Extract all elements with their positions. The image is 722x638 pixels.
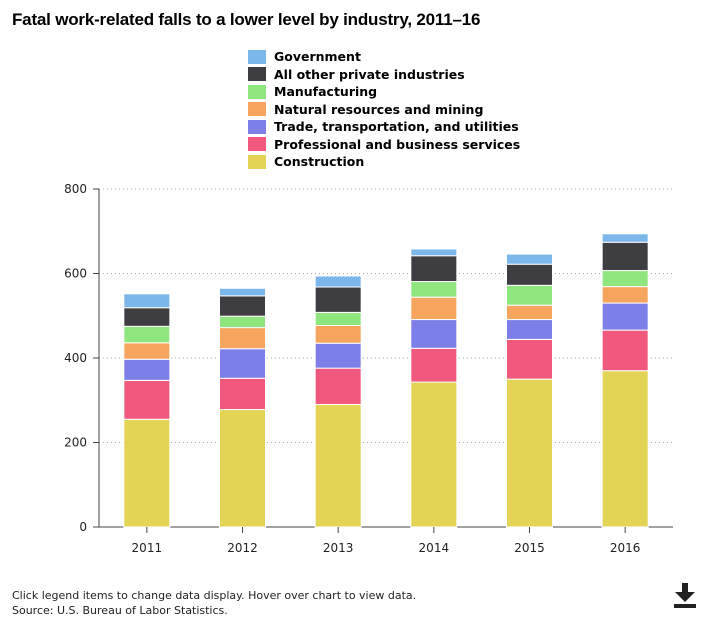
legend-label: All other private industries bbox=[274, 66, 465, 82]
bar-segment-trade-transportation-and-utilities-2012[interactable] bbox=[219, 348, 266, 379]
bar-segment-construction-2013[interactable] bbox=[314, 403, 362, 528]
legend-label: Trade, transportation, and utilities bbox=[274, 119, 519, 135]
x-tick-label: 2016 bbox=[610, 541, 641, 555]
bar-segment-all-other-private-industries-2015[interactable] bbox=[506, 263, 553, 286]
bar-segment-all-other-private-industries-2012[interactable] bbox=[219, 295, 266, 317]
bar-segment-manufacturing-2013[interactable] bbox=[314, 311, 362, 326]
y-tick-label: 0 bbox=[79, 520, 87, 534]
y-tick-label: 400 bbox=[64, 351, 87, 365]
bar-segment-government-2012[interactable] bbox=[219, 287, 266, 297]
bar-segment-trade-transportation-and-utilities-2015[interactable] bbox=[506, 319, 553, 340]
x-tick-label: 2015 bbox=[514, 541, 545, 555]
bar-segment-construction-2014[interactable] bbox=[410, 381, 458, 528]
bar-segment-government-2016[interactable] bbox=[601, 233, 649, 243]
legend-item-natural-resources-and-mining[interactable]: Natural resources and mining bbox=[248, 101, 520, 119]
legend-item-manufacturing[interactable]: Manufacturing bbox=[248, 83, 520, 101]
bar-segment-construction-2015[interactable] bbox=[506, 378, 553, 528]
legend-item-government[interactable]: Government bbox=[248, 48, 520, 66]
bar-segment-natural-resources-and-mining-2011[interactable] bbox=[123, 342, 171, 360]
legend-label: Construction bbox=[274, 154, 365, 170]
download-arrow-icon bbox=[674, 583, 696, 608]
bar-segment-all-other-private-industries-2013[interactable] bbox=[314, 286, 362, 313]
bar-segment-manufacturing-2015[interactable] bbox=[506, 284, 553, 306]
legend-item-professional-and-business-services[interactable]: Professional and business services bbox=[248, 136, 520, 154]
footer-source: Source: U.S. Bureau of Labor Statistics. bbox=[12, 603, 228, 617]
legend-swatch bbox=[248, 137, 266, 152]
bar-segment-natural-resources-and-mining-2013[interactable] bbox=[314, 324, 362, 344]
bar-segment-government-2015[interactable] bbox=[506, 253, 553, 265]
bar-segment-government-2013[interactable] bbox=[314, 275, 362, 288]
bar-segment-professional-and-business-services-2016[interactable] bbox=[601, 329, 649, 372]
x-tick-label: 2011 bbox=[132, 541, 163, 555]
chart-footer: Click legend items to change data displa… bbox=[12, 589, 416, 618]
bar-segment-natural-resources-and-mining-2014[interactable] bbox=[410, 296, 458, 321]
bar-segment-manufacturing-2016[interactable] bbox=[601, 270, 649, 288]
legend-swatch bbox=[248, 67, 266, 82]
legend-item-trade-transportation-and-utilities[interactable]: Trade, transportation, and utilities bbox=[248, 118, 520, 136]
bar-segment-professional-and-business-services-2013[interactable] bbox=[314, 367, 362, 405]
legend-swatch bbox=[248, 49, 266, 64]
legend-swatch bbox=[248, 84, 266, 99]
x-tick-label: 2013 bbox=[323, 541, 354, 555]
bar-segment-trade-transportation-and-utilities-2014[interactable] bbox=[410, 319, 458, 349]
y-tick-label: 200 bbox=[64, 436, 87, 450]
chart-legend: Government All other private industries Ma… bbox=[248, 48, 520, 171]
bar-segment-trade-transportation-and-utilities-2013[interactable] bbox=[314, 342, 362, 369]
x-tick-label: 2012 bbox=[227, 541, 258, 555]
bar-segment-government-2011[interactable] bbox=[123, 293, 171, 309]
bar-segment-trade-transportation-and-utilities-2011[interactable] bbox=[123, 358, 171, 381]
legend-label: Natural resources and mining bbox=[274, 101, 484, 117]
bar-segment-natural-resources-and-mining-2012[interactable] bbox=[219, 327, 266, 350]
legend-label: Professional and business services bbox=[274, 136, 521, 152]
bar-segment-all-other-private-industries-2011[interactable] bbox=[123, 307, 171, 327]
legend-label: Manufacturing bbox=[274, 84, 378, 100]
stacked-bar-chart: 0 200 400 600 800 2011 2012 2013 2014 2015 2016 bbox=[64, 182, 673, 555]
bar-segment-professional-and-business-services-2015[interactable] bbox=[506, 338, 553, 380]
y-tick-label: 800 bbox=[64, 182, 87, 196]
bar-segment-natural-resources-and-mining-2015[interactable] bbox=[506, 304, 553, 321]
y-tick-label: 600 bbox=[64, 267, 87, 281]
legend-swatch bbox=[248, 154, 266, 169]
bar-segment-natural-resources-and-mining-2016[interactable] bbox=[601, 286, 649, 304]
bar-segment-trade-transportation-and-utilities-2016[interactable] bbox=[601, 302, 649, 331]
legend-item-construction[interactable]: Construction bbox=[248, 153, 520, 171]
legend-label: Government bbox=[274, 49, 361, 65]
chart-title: Fatal work-related falls to a lower leve… bbox=[12, 10, 481, 29]
legend-item-all-other-private-industries[interactable]: All other private industries bbox=[248, 66, 520, 84]
bar-segment-construction-2016[interactable] bbox=[601, 370, 649, 528]
footer-instructions: Click legend items to change data displa… bbox=[12, 589, 417, 602]
legend-swatch bbox=[248, 119, 266, 134]
bar-segment-government-2014[interactable] bbox=[410, 248, 458, 257]
bar-segment-professional-and-business-services-2011[interactable] bbox=[123, 379, 171, 420]
x-tick-label: 2014 bbox=[419, 541, 450, 555]
download-icon[interactable] bbox=[672, 581, 698, 609]
legend-swatch bbox=[248, 102, 266, 117]
bar-segment-construction-2011[interactable] bbox=[123, 418, 171, 528]
bar-segment-professional-and-business-services-2012[interactable] bbox=[219, 377, 266, 411]
bar-segment-construction-2012[interactable] bbox=[219, 409, 266, 528]
bar-segment-all-other-private-industries-2016[interactable] bbox=[601, 241, 649, 272]
bar-segment-manufacturing-2011[interactable] bbox=[123, 325, 171, 344]
bar-segment-manufacturing-2012[interactable] bbox=[219, 315, 266, 329]
bar-segment-all-other-private-industries-2014[interactable] bbox=[410, 255, 458, 283]
bar-segment-professional-and-business-services-2014[interactable] bbox=[410, 347, 458, 383]
bar-segment-manufacturing-2014[interactable] bbox=[410, 281, 458, 298]
